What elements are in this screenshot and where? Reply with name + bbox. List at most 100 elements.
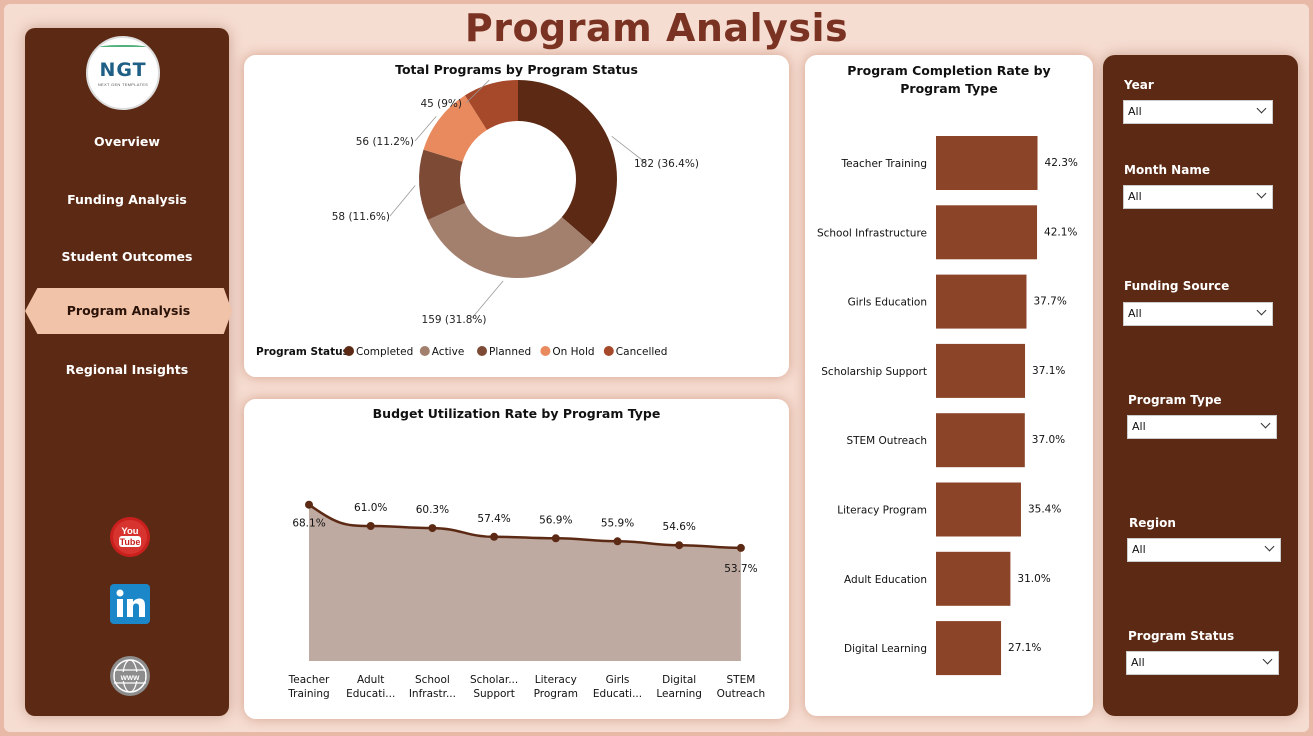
program-status-card: Total Programs by Program Status 182 (36… — [244, 55, 789, 377]
svg-text:www: www — [120, 673, 140, 682]
data-label: 54.6% — [663, 521, 696, 533]
bar[interactable] — [936, 482, 1021, 537]
chevron-down-icon — [1256, 188, 1267, 199]
data-label: 68.1% — [292, 518, 325, 530]
logo-text: NGT — [99, 59, 147, 81]
donut-data-label: 182 (36.4%) — [634, 158, 699, 170]
donut-slice-planned[interactable] — [419, 149, 466, 221]
filter-funding-value: All — [1128, 307, 1142, 320]
filter-region-select[interactable]: All — [1127, 538, 1281, 562]
nav-item-student-outcomes[interactable]: Student Outcomes — [61, 249, 193, 264]
donut-data-label: 45 (9%) — [420, 98, 462, 110]
legend-item-on-hold[interactable]: On Hold — [552, 346, 594, 358]
donut-leader-line — [465, 79, 490, 104]
bar[interactable] — [936, 551, 1011, 606]
data-label: 53.7% — [724, 563, 757, 575]
legend-marker — [419, 346, 430, 356]
filter-funding-label: Funding Source — [1124, 279, 1230, 293]
x-tick-label: Infrastr... — [409, 688, 456, 700]
legend-item-active[interactable]: Active — [432, 346, 464, 358]
x-tick-label: School — [415, 674, 450, 686]
nav-item-program-analysis[interactable]: Program Analysis — [25, 288, 232, 334]
bar[interactable] — [936, 274, 1027, 329]
line-chart-title: Budget Utilization Rate by Program Type — [372, 406, 661, 421]
x-tick-label: Support — [473, 688, 515, 700]
sidebar-nav: NGT NEXT GEN TEMPLATES Overview Funding … — [25, 28, 232, 716]
bar-data-label: 37.1% — [1032, 365, 1065, 377]
data-label: 57.4% — [477, 513, 510, 525]
legend-item-cancelled[interactable]: Cancelled — [616, 346, 668, 358]
youtube-icon[interactable]: You Tube — [109, 516, 151, 558]
bar-data-label: 42.3% — [1045, 157, 1078, 169]
x-tick-label: Literacy — [535, 674, 577, 686]
filter-month-select[interactable]: All — [1123, 185, 1273, 209]
filter-year-label: Year — [1124, 78, 1154, 92]
filter-status-label: Program Status — [1128, 629, 1235, 643]
donut-leader-line — [611, 136, 647, 164]
legend-item-completed[interactable]: Completed — [356, 346, 413, 358]
data-point[interactable] — [675, 541, 684, 550]
data-point[interactable] — [305, 500, 313, 509]
donut-leader-line — [414, 116, 437, 142]
donut-slice-cancelled[interactable] — [464, 80, 518, 131]
legend-marker — [540, 346, 551, 356]
bar[interactable] — [936, 136, 1038, 190]
filter-funding-select[interactable]: All — [1123, 302, 1273, 326]
bar-chart-title: Program Completion Rate by Program Type — [847, 63, 1051, 96]
bar-chart: Teacher Training 42.3% School Infrastructu… — [817, 136, 1078, 676]
data-point[interactable] — [736, 543, 745, 552]
legend-title: Program Status — [256, 346, 349, 358]
donut-data-label: 58 (11.6%) — [332, 211, 390, 223]
svg-text:You: You — [121, 526, 138, 537]
data-point[interactable] — [613, 537, 622, 546]
donut-slice-active[interactable] — [427, 203, 593, 278]
chevron-down-icon — [1264, 541, 1275, 552]
legend-marker — [603, 346, 614, 356]
filter-status-value: All — [1131, 656, 1145, 669]
data-point[interactable] — [490, 532, 499, 541]
filter-year-select[interactable]: All — [1123, 100, 1273, 124]
filter-program-type-select[interactable]: All — [1127, 415, 1277, 439]
nav-item-overview[interactable]: Overview — [94, 134, 160, 149]
y-tick-label: Teacher Training — [841, 158, 928, 170]
data-point[interactable] — [366, 522, 375, 530]
filter-status-select[interactable]: All — [1126, 651, 1279, 675]
filter-program-type-label: Program Type — [1128, 393, 1222, 407]
page-title: Program Analysis — [464, 6, 849, 50]
legend-marker — [344, 346, 354, 356]
x-tick-label: Educati... — [346, 688, 395, 700]
linkedin-icon[interactable] — [109, 583, 151, 625]
bar[interactable] — [936, 205, 1038, 260]
y-tick-label: Scholarship Support — [821, 366, 927, 378]
nav-item-funding-analysis[interactable]: Funding Analysis — [67, 192, 187, 207]
y-tick-label: School Infrastructure — [817, 227, 927, 239]
x-tick-label: Learning — [656, 688, 702, 700]
donut-chart-title: Total Programs by Program Status — [395, 62, 638, 77]
web-icon[interactable]: www — [109, 655, 151, 697]
x-tick-label: Outreach — [717, 688, 765, 700]
area-chart: 68.1% 61.0% 60.3% 57.4% 56.9% 55.9% 54.6% 53.7%… — [287, 500, 765, 700]
legend-item-planned[interactable]: Planned — [489, 346, 531, 358]
filter-month-label: Month Name — [1124, 163, 1210, 177]
y-tick-label: Adult Education — [844, 574, 927, 586]
chevron-down-icon — [1256, 103, 1267, 114]
data-label: 55.9% — [601, 517, 634, 529]
filter-region-value: All — [1132, 543, 1146, 556]
logo-swoosh — [100, 45, 146, 49]
filters-panel: Year All Month Name All Funding Source A… — [1103, 55, 1298, 716]
donut-slice-on-hold[interactable] — [423, 95, 487, 162]
bar[interactable] — [936, 413, 1025, 468]
nav-item-regional-insights[interactable]: Regional Insights — [65, 362, 189, 377]
x-tick-label: STEM — [727, 674, 756, 686]
data-label: 60.3% — [416, 504, 449, 516]
x-tick-label: Digital — [662, 674, 696, 686]
x-tick-label: Girls — [606, 674, 630, 686]
donut-slice-completed[interactable] — [518, 80, 617, 245]
bar[interactable] — [936, 621, 1002, 676]
donut-data-label: 56 (11.2%) — [356, 136, 414, 148]
bar-data-label: 37.0% — [1032, 434, 1065, 446]
data-point[interactable] — [551, 534, 560, 543]
data-point[interactable] — [428, 524, 437, 533]
x-tick-label: Educati... — [593, 688, 642, 700]
bar[interactable] — [936, 343, 1026, 398]
